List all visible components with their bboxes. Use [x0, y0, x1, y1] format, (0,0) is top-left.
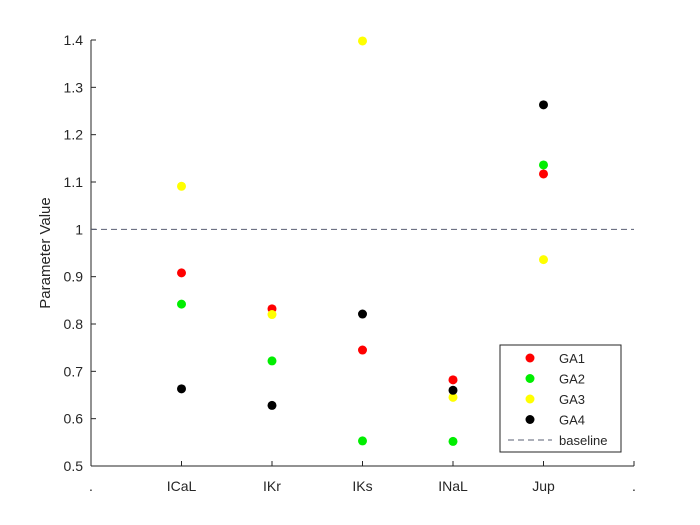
y-tick-label: 1.1	[64, 174, 84, 190]
legend-marker-ga3	[525, 394, 535, 404]
point-ga3-jup	[539, 255, 548, 265]
y-tick-label: 0.8	[64, 316, 84, 332]
point-ga4-ical	[177, 384, 186, 394]
y-tick-label: 0.7	[64, 363, 84, 379]
x-tick-label-ikr: IKr	[263, 478, 281, 494]
x-tick-label-dot: .	[89, 478, 93, 494]
x-tick-label-iks: IKs	[352, 478, 372, 494]
y-axis-label: Parameter Value	[37, 197, 54, 308]
legend-label-baseline: baseline	[559, 433, 607, 448]
point-ga2-inal	[448, 436, 458, 446]
x-tick-label-dot: .	[632, 478, 636, 494]
legend-label-ga4: GA4	[559, 413, 585, 428]
point-ga2-iks	[358, 436, 367, 446]
legend-label-ga2: GA2	[559, 372, 585, 387]
point-ga4-inal	[448, 385, 458, 395]
x-tick-label-inal: INaL	[438, 478, 468, 494]
point-ga3-ical	[177, 181, 186, 191]
y-tick-label: 0.9	[64, 269, 84, 285]
point-ga1-ical	[177, 268, 186, 278]
plot-area: 0.5 0.6 0.7 0.8 0.9 1 1.1 1.2 1.3 1.4. ICaL IKr IKs I…	[64, 32, 636, 494]
point-ga3-iks	[358, 36, 367, 46]
point-ga4-iks	[358, 309, 367, 319]
point-ga2-jup	[539, 160, 548, 170]
legend-marker-ga4	[525, 415, 535, 424]
point-ga1-jup	[539, 169, 548, 179]
legend: GA1 GA2 GA3 GA4 baseline	[499, 344, 622, 453]
point-ga1-inal	[448, 375, 458, 385]
legend-box	[499, 344, 622, 453]
y-tick-label: 1.3	[64, 79, 84, 95]
point-ga2-ical	[177, 299, 186, 309]
y-tick-label: 1	[75, 221, 83, 237]
legend-label-ga3: GA3	[559, 392, 585, 407]
legend-marker-ga1	[525, 353, 535, 363]
y-tick-label: 1.4	[64, 32, 84, 48]
x-tick-label-ical: ICaL	[167, 478, 197, 494]
point-ga1-iks	[358, 345, 367, 355]
point-ga3-inal	[448, 392, 458, 402]
y-tick-label: 1.2	[64, 127, 84, 143]
legend-label-ga1: GA1	[559, 351, 585, 366]
y-tick-label: 0.5	[64, 458, 84, 474]
point-ga2-ikr	[267, 356, 277, 366]
point-ga3-ikr	[267, 310, 277, 320]
point-ga4-ikr	[267, 400, 277, 410]
legend-marker-ga2	[525, 374, 535, 383]
point-ga4-jup	[539, 100, 548, 110]
y-tick-label: 0.6	[64, 411, 84, 427]
x-tick-label-jup: Jup	[532, 478, 555, 494]
